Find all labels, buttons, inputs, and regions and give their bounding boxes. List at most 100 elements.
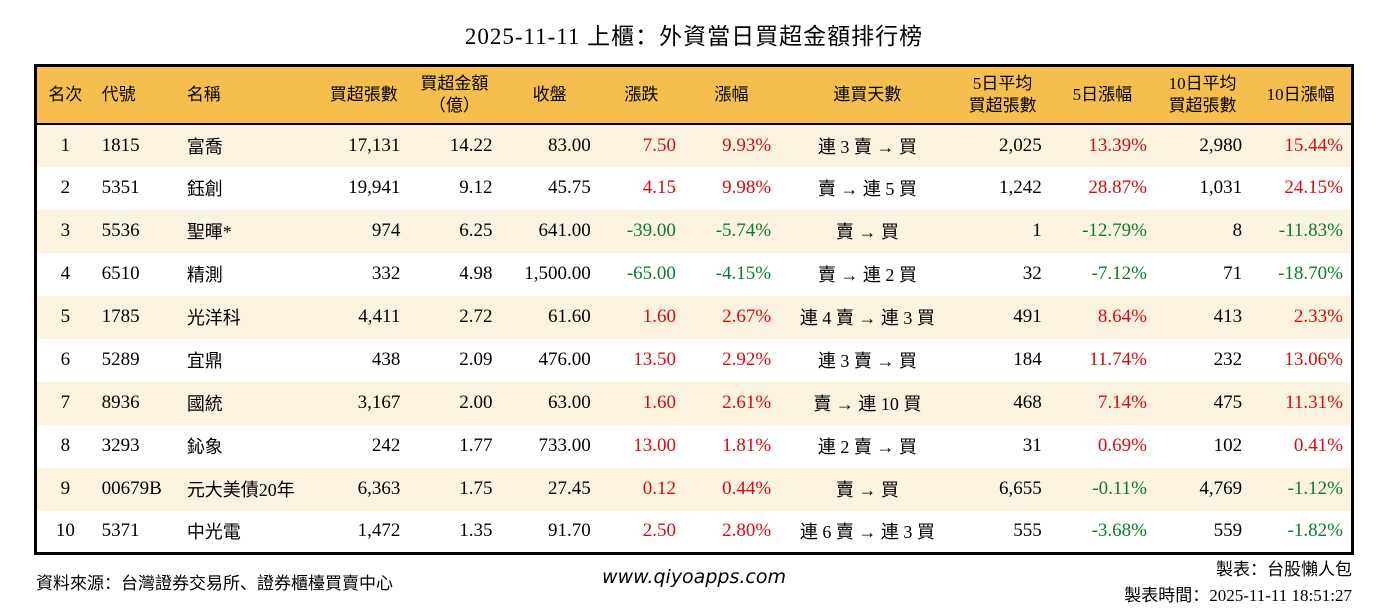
rank-cell: 5	[60, 306, 71, 327]
stock-name-cell: 中光電	[186, 522, 241, 543]
net-buy-amount-cell: 2.09	[459, 349, 493, 370]
code-cell: 1815	[101, 134, 140, 156]
net-buy-volume-cell: 3,167	[357, 392, 401, 413]
net-buy-amount-cell: 9.12	[459, 177, 493, 198]
rank-cell: 6	[60, 349, 71, 370]
change5-percent-cell: -12.79%	[1082, 220, 1147, 241]
close-price-cell: 91.70	[548, 520, 591, 542]
net-buy-volume-cell: 242	[371, 435, 401, 456]
stock-name-cell: 宜鼎	[186, 351, 223, 371]
avg5-buy-volume-cell: 491	[1013, 306, 1042, 327]
avg10-buy-volume-cell: 475	[1213, 392, 1243, 413]
consecutive-days-cell: 賣 → 連 5 買	[817, 179, 917, 199]
change5-percent-cell: 13.39%	[1088, 134, 1147, 156]
avg10-buy-volume-cell: 102	[1213, 435, 1243, 456]
close-price-cell: 27.45	[548, 478, 591, 499]
change-percent-cell: -4.15%	[715, 263, 772, 284]
code-cell: 5289	[101, 349, 140, 370]
price-change-cell: 7.50	[642, 134, 676, 156]
change5-percent-cell: 28.87%	[1088, 177, 1147, 198]
table-row: 8 3293 鈊象 242 1.77 733.00 13.00 1.81% 連 2 賣 → 買 3…	[35, 424, 1353, 468]
stock-name-cell: 元大美債20年	[186, 480, 295, 500]
net-buy-volume-cell: 332	[371, 263, 401, 284]
code-cell: 6510	[101, 263, 140, 284]
consecutive-days-cell: 連 3 賣 → 買	[817, 136, 917, 157]
change10-percent-cell: -1.82%	[1287, 520, 1343, 542]
column-header-rank: 名次	[35, 65, 94, 125]
code-cell: 00679B	[101, 478, 162, 499]
website-text: www.qiyoapps.com	[602, 566, 786, 588]
rank-cell: 10	[55, 520, 75, 542]
consecutive-days-cell: 賣 → 連 2 買	[817, 265, 917, 285]
stock-name-cell: 富喬	[186, 136, 223, 157]
report-timestamp: 製表時間：2025-11-11 18:51:27	[1124, 586, 1352, 605]
stock-name-cell: 光洋科	[186, 308, 241, 328]
consecutive-days-cell: 連 2 賣 → 買	[817, 437, 917, 457]
column-header-change-percent: 漲幅	[683, 65, 780, 125]
avg5-buy-volume-cell: 6,655	[998, 478, 1042, 499]
column-header-code: 代號	[93, 65, 179, 125]
price-change-cell: 13.00	[633, 435, 676, 456]
net-buy-volume-cell: 19,941	[348, 177, 401, 198]
change10-percent-cell: 0.41%	[1293, 435, 1343, 456]
price-change-cell: 1.60	[642, 392, 676, 413]
code-cell: 5351	[101, 177, 140, 198]
change-percent-cell: 9.93%	[722, 134, 772, 156]
avg5-buy-volume-cell: 31	[1022, 435, 1042, 456]
rank-cell: 3	[60, 220, 71, 241]
rank-cell: 2	[60, 177, 71, 198]
column-header-net-buy-amount: 買超金額 （億）	[408, 65, 501, 125]
close-price-cell: 61.60	[548, 306, 591, 327]
net-buy-volume-cell: 974	[371, 220, 401, 241]
change10-percent-cell: 24.15%	[1284, 177, 1343, 198]
change-percent-cell: 0.44%	[722, 478, 772, 499]
change-percent-cell: 2.92%	[722, 349, 772, 370]
avg10-buy-volume-cell: 1,031	[1199, 177, 1243, 198]
net-buy-volume-cell: 6,363	[357, 478, 401, 499]
avg10-buy-volume-cell: 559	[1213, 520, 1243, 542]
column-header-change5-percent: 5日漲幅	[1049, 65, 1155, 125]
change10-percent-cell: 11.31%	[1285, 392, 1343, 413]
rank-cell: 9	[60, 478, 71, 499]
consecutive-days-cell: 連 3 賣 → 買	[817, 351, 917, 371]
price-change-cell: 2.50	[642, 520, 676, 542]
price-change-cell: -65.00	[626, 263, 676, 284]
stock-name-cell: 國統	[186, 394, 223, 414]
avg10-buy-volume-cell: 232	[1213, 349, 1243, 370]
net-buy-volume-cell: 1,472	[357, 520, 401, 542]
change10-percent-cell: 13.06%	[1284, 349, 1343, 370]
change-percent-cell: 9.98%	[722, 177, 772, 198]
table-header-row: 名次 代號 名稱 買超張數 買超金額 （億） 收盤 漲跌 漲幅 連買天數 5日平均 買超張數 5日漲…	[35, 65, 1353, 125]
column-header-price-change: 漲跌	[598, 65, 684, 125]
close-price-cell: 63.00	[548, 392, 591, 413]
change10-percent-cell: 2.33%	[1293, 306, 1343, 327]
change5-percent-cell: 8.64%	[1097, 306, 1147, 327]
code-cell: 5536	[101, 220, 140, 241]
net-buy-amount-cell: 14.22	[449, 134, 493, 156]
net-buy-volume-cell: 17,131	[348, 134, 401, 156]
net-buy-volume-cell: 438	[371, 349, 401, 370]
consecutive-days-cell: 連 6 賣 → 連 3 買	[799, 522, 935, 543]
table-head: 名次 代號 名稱 買超張數 買超金額 （億） 收盤 漲跌 漲幅 連買天數 5日平均 買超張數 5日漲…	[35, 65, 1353, 125]
change10-percent-cell: 15.44%	[1284, 134, 1343, 156]
table-row: 5 1785 光洋科 4,411 2.72 61.60 1.60 2.67% 連 4 賣 → 連…	[35, 295, 1353, 339]
avg5-buy-volume-cell: 184	[1013, 349, 1042, 370]
page-title: 2025-11-11 上櫃：外資當日買超金額排行榜	[464, 24, 924, 49]
column-header-net-buy-volume: 買超張數	[319, 65, 409, 125]
table-row: 7 8936 國統 3,167 2.00 63.00 1.60 2.61% 賣 → 連 10 買…	[35, 381, 1353, 425]
net-buy-amount-cell: 2.72	[459, 306, 493, 327]
code-cell: 5371	[101, 520, 140, 542]
change10-percent-cell: -11.83%	[1278, 220, 1343, 241]
column-header-consecutive-days: 連買天數	[779, 65, 956, 125]
report-credit-block: 製表：台股懶人包 製表時間：2025-11-11 18:51:27	[1124, 557, 1352, 609]
rank-cell: 8	[60, 435, 71, 456]
column-header-avg10-buy-volume: 10日平均 買超張數	[1154, 65, 1251, 125]
stock-name-cell: 精測	[186, 265, 223, 285]
consecutive-days-cell: 賣 → 買	[835, 480, 899, 500]
table-row: 4 6510 精測 332 4.98 1,500.00 -65.00 -4.15% 賣 → 連 …	[35, 252, 1353, 296]
consecutive-days-cell: 連 4 賣 → 連 3 買	[799, 308, 935, 328]
table-row: 1 1815 富喬 17,131 14.22 83.00 7.50 9.93% 連 3 賣 → …	[35, 123, 1353, 167]
change5-percent-cell: 0.69%	[1097, 435, 1147, 456]
change10-percent-cell: -1.12%	[1287, 478, 1343, 499]
avg10-buy-volume-cell: 413	[1213, 306, 1243, 327]
